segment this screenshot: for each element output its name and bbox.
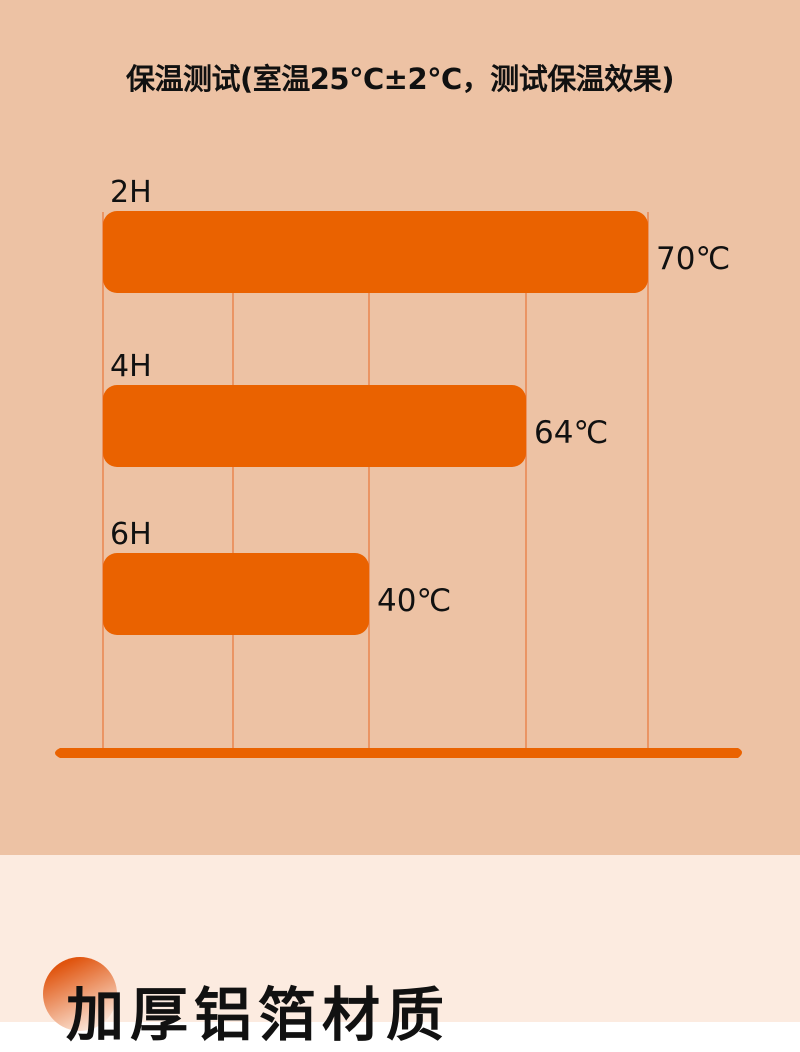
bar-4H bbox=[103, 385, 526, 467]
bar-2H bbox=[103, 211, 648, 293]
value-label: 64℃ bbox=[534, 415, 608, 451]
category-label: 4H bbox=[110, 349, 152, 384]
feature-section bbox=[0, 855, 800, 1022]
section-heading: 加厚铝箔材质 bbox=[66, 981, 451, 1049]
category-label: 2H bbox=[110, 175, 152, 210]
value-label: 70℃ bbox=[656, 241, 730, 277]
decorative-circle bbox=[43, 957, 117, 1031]
value-label: 40℃ bbox=[377, 583, 451, 619]
bar-6H bbox=[103, 553, 369, 635]
bar-chart: 2H 70℃ 4H 64℃ 6H 40℃ bbox=[55, 175, 742, 758]
baseline-axis bbox=[55, 748, 742, 758]
category-label: 6H bbox=[110, 517, 152, 552]
chart-title: 保温测试(室温25℃±2℃，测试保温效果) bbox=[125, 62, 675, 96]
